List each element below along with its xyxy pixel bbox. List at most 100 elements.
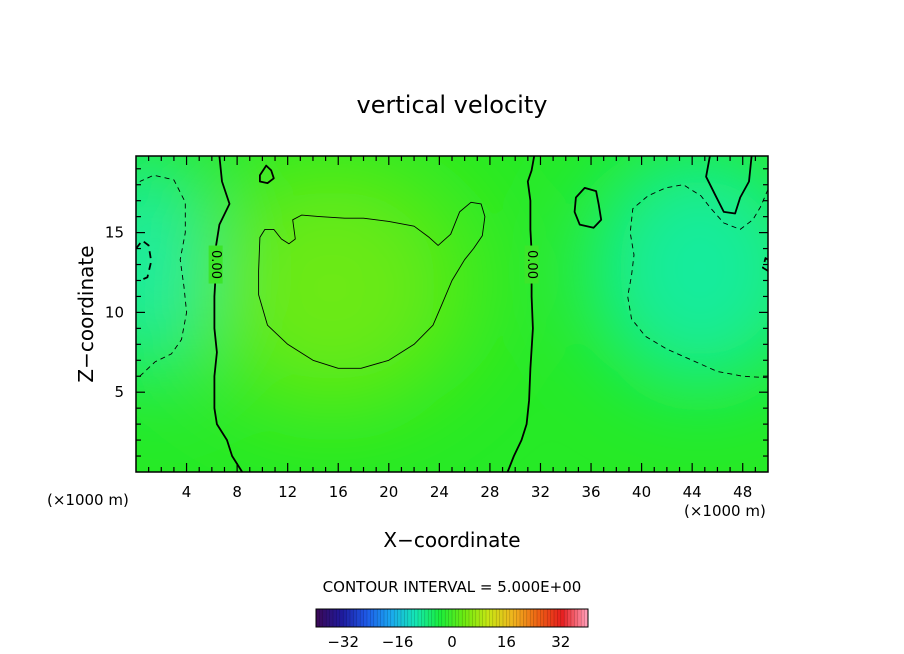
contour-level-0-2: [258, 164, 275, 185]
colorbar-cell: [550, 609, 555, 627]
contour-level--10-8: [136, 239, 153, 282]
colorbar-cell: [316, 609, 320, 627]
contour-lines: [136, 156, 768, 472]
colorbar-cell: [509, 609, 514, 627]
colorbar-cell: [377, 609, 381, 627]
colorbar-cell: [520, 609, 524, 627]
colorbar-cell: [496, 609, 500, 627]
y-axis-tick-labels: 5 10 15: [105, 224, 124, 402]
colorbar-cell: [567, 609, 572, 627]
colorbar-cell: [462, 609, 466, 627]
colorbar-cell: [547, 609, 551, 627]
colorbar-cell: [353, 609, 358, 627]
colorbar-cell: [574, 609, 579, 627]
colorbar-cell: [469, 609, 473, 627]
axis-ticks: [136, 156, 768, 472]
colorbar-cell: [356, 609, 361, 627]
x-tick-label: 48: [733, 483, 752, 501]
colorbar-cell: [448, 609, 453, 627]
colorbar-cell: [445, 609, 449, 627]
contour-level-0-3: [573, 186, 603, 229]
colorbar-cell: [421, 609, 426, 627]
colorbar-cell: [424, 609, 429, 627]
colorbar-cell: [540, 609, 545, 627]
colorbar-cell: [411, 609, 415, 627]
colorbar-cell: [428, 609, 432, 627]
y-tick-label: 5: [114, 383, 124, 401]
colorbar-cell: [390, 609, 395, 627]
zero-contour-label: 0.00: [208, 250, 223, 279]
y-tick-label: 15: [105, 224, 124, 242]
colorbar-cell: [380, 609, 385, 627]
colorbar-cell: [367, 609, 371, 627]
colorbar-cell: [343, 609, 347, 627]
colorbar-cell: [499, 609, 504, 627]
colorbar-tick-label: −32: [327, 633, 359, 651]
x-tick-label: 24: [430, 483, 449, 501]
colorbar-cell: [401, 609, 405, 627]
x-tick-label: 16: [329, 483, 348, 501]
colorbar-cell: [526, 609, 531, 627]
colorbar-cell: [506, 609, 511, 627]
chart-title: vertical velocity: [357, 91, 548, 119]
colorbar-cell: [407, 609, 412, 627]
zero-label-gap: [524, 245, 539, 284]
colorbar-cell: [560, 609, 565, 627]
colorbar-cell: [503, 609, 507, 627]
colorbar-cell: [438, 609, 443, 627]
colorbar-tick-label: 32: [551, 633, 570, 651]
x-tick-label: 4: [182, 483, 192, 501]
contour-level-0-0: [213, 156, 243, 472]
x-tick-label: 20: [379, 483, 398, 501]
colorbar-cell: [397, 609, 402, 627]
zero-contour-label: 0.00: [524, 250, 539, 279]
x-tick-label: 28: [480, 483, 499, 501]
colorbar-cell: [479, 609, 483, 627]
x-axis-tick-labels: 4 8 12 16 20 24 28 32 36 40 44 48: [182, 483, 752, 501]
colorbar-cell: [523, 609, 528, 627]
contour-interval-text: CONTOUR INTERVAL = 5.000E+00: [323, 578, 582, 596]
colorbar-cell: [387, 609, 392, 627]
colorbar-cell: [370, 609, 375, 627]
colorbar-cell: [537, 609, 541, 627]
colorbar-cell: [584, 609, 589, 627]
colorbar-cell: [465, 609, 470, 627]
colorbar-cell: [543, 609, 548, 627]
colorbar-cell: [489, 609, 494, 627]
colorbar-cell: [516, 609, 521, 627]
plot-area: 0.00 0.00: [135, 155, 769, 473]
colorbar-cell: [581, 609, 585, 627]
zero-contour-labels: 0.00 0.00: [208, 245, 539, 284]
colorbar-cell: [455, 609, 460, 627]
colorbar-cell: [571, 609, 575, 627]
colorbar-tick-labels: −32 −16 0 16 32: [327, 633, 570, 651]
colorbar-cell: [441, 609, 446, 627]
colorbar-cell: [492, 609, 497, 627]
colorbar-cell: [577, 609, 582, 627]
colorbar-cell: [414, 609, 419, 627]
colorbar-cell: [333, 609, 337, 627]
colorbar-cell: [319, 609, 324, 627]
colorbar-cell: [360, 609, 364, 627]
colorbar-cell: [513, 609, 517, 627]
colorbar-cell: [557, 609, 562, 627]
colorbar-cell: [458, 609, 463, 627]
downdraft-right: [590, 156, 768, 388]
colorbar-cell: [394, 609, 398, 627]
x-tick-label: 12: [278, 483, 297, 501]
colorbar-cell: [435, 609, 439, 627]
x-unit-left: (×1000 m): [47, 491, 129, 509]
contour-level-0-1: [506, 156, 536, 472]
colorbar-cell: [564, 609, 568, 627]
colorbar-cell: [346, 609, 351, 627]
x-tick-label: 40: [632, 483, 651, 501]
zero-label-gap: [208, 245, 223, 284]
colorbar-cell: [431, 609, 436, 627]
y-axis-label: Z−coordinate: [74, 245, 98, 382]
colorbar-cell: [384, 609, 388, 627]
colorbar-cell: [418, 609, 422, 627]
colorbar-cell: [554, 609, 558, 627]
y-tick-label: 10: [105, 303, 124, 321]
colorbar-cell: [482, 609, 487, 627]
